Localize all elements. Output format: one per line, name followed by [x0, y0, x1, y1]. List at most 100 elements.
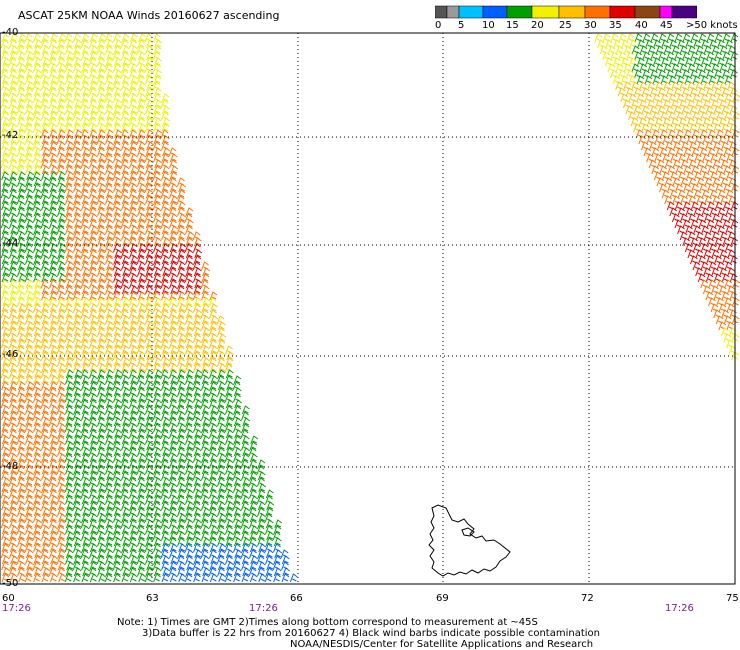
- map-title: ASCAT 25KM NOAA Winds 20160627 ascending: [18, 9, 280, 22]
- wind-barb: [257, 519, 266, 529]
- wind-barb: [162, 177, 171, 187]
- wind-barb: [17, 81, 26, 91]
- wind-barb: [202, 447, 211, 457]
- wind-barb: [90, 405, 99, 415]
- wind-barb: [241, 495, 250, 505]
- wind-barb: [154, 159, 163, 169]
- wind-barb: [137, 471, 146, 481]
- wind-barb: [178, 273, 187, 283]
- wind-barb: [81, 555, 90, 565]
- wind-barb: [34, 429, 43, 439]
- wind-barb: [145, 189, 154, 199]
- wind-barb: [10, 525, 19, 535]
- wind-barb: [106, 111, 115, 121]
- wind-barb: [57, 531, 66, 541]
- wind-barb: [57, 309, 66, 319]
- wind-barb: [145, 69, 154, 79]
- wind-barb: [146, 321, 155, 331]
- wind-barb: [57, 429, 66, 439]
- wind-barb: [2, 177, 11, 187]
- colorbar-label-40: 40: [635, 20, 648, 31]
- wind-barb: [57, 321, 66, 331]
- wind-barb: [9, 561, 18, 571]
- wind-barb: [1, 273, 10, 283]
- colorbar-label-10: 10: [482, 20, 495, 31]
- wind-barb: [209, 543, 218, 553]
- wind-barb: [17, 159, 26, 169]
- wind-barb: [130, 375, 139, 385]
- wind-barb: [34, 309, 43, 319]
- wind-barb: [177, 369, 186, 379]
- wind-barb: [73, 465, 82, 475]
- colorbar-label-45: 45: [660, 20, 673, 31]
- wind-barb: [34, 69, 43, 79]
- wind-barb: [129, 381, 138, 391]
- wind-barb: [65, 447, 74, 457]
- wind-barb: [33, 525, 42, 535]
- wind-barb: [25, 279, 34, 289]
- wind-barb: [66, 231, 75, 241]
- wind-barb: [25, 567, 34, 577]
- wind-barb: [233, 555, 242, 565]
- wind-barb: [33, 465, 42, 475]
- wind-barb: [730, 69, 738, 79]
- wind-barb: [731, 315, 740, 325]
- wind-barb: [113, 297, 122, 307]
- wind-barb: [58, 243, 67, 253]
- wind-barb: [9, 333, 18, 343]
- wind-barb: [114, 549, 123, 559]
- wind-barb: [106, 381, 115, 391]
- wind-barb: [273, 567, 282, 577]
- wind-barb: [66, 561, 75, 571]
- wind-barb: [193, 573, 201, 583]
- wind-barb: [10, 375, 19, 385]
- wind-barb: [33, 405, 42, 415]
- wind-barb: [89, 333, 98, 343]
- wind-barb: [82, 297, 91, 307]
- wind-barb: [113, 207, 122, 217]
- wind-barb: [25, 549, 34, 559]
- wind-barb: [154, 519, 163, 529]
- wind-barb: [9, 471, 18, 481]
- wind-barb: [161, 465, 170, 475]
- wind-barb: [81, 453, 90, 463]
- wind-barb: [153, 195, 162, 205]
- wind-barb: [137, 321, 146, 331]
- wind-barb: [145, 57, 154, 67]
- wind-barb: [73, 345, 82, 355]
- wind-barb: [201, 363, 210, 373]
- wind-barb: [65, 207, 74, 217]
- wind-barb: [41, 423, 50, 433]
- wind-barb: [153, 207, 162, 217]
- wind-barb: [9, 93, 18, 103]
- wind-barb: [145, 177, 154, 187]
- wind-barb: [1, 195, 10, 205]
- wind-barb: [194, 399, 203, 409]
- wind-barb: [97, 111, 106, 121]
- wind-barb: [218, 333, 227, 343]
- wind-barb: [73, 45, 82, 55]
- wind-barb: [226, 501, 235, 511]
- wind-barb: [137, 381, 146, 391]
- wind-barb: [9, 141, 18, 151]
- wind-barb: [97, 399, 106, 409]
- wind-barb: [26, 411, 35, 421]
- wind-barb: [201, 435, 210, 445]
- wind-barb: [25, 399, 34, 409]
- wind-barb: [177, 549, 186, 559]
- wind-barb: [81, 63, 90, 73]
- wind-barb: [89, 321, 98, 331]
- wind-barb: [25, 117, 34, 127]
- wind-barb: [17, 219, 26, 229]
- wind-barb: [138, 423, 147, 433]
- wind-barb: [97, 141, 106, 151]
- wind-barb: [122, 387, 131, 397]
- wind-barb: [50, 75, 59, 85]
- wind-barb: [65, 117, 74, 127]
- wind-barb: [162, 567, 171, 577]
- wind-barb: [114, 219, 123, 229]
- wind-barb: [233, 537, 242, 547]
- wind-barb: [201, 423, 210, 433]
- wind-barb: [90, 375, 99, 385]
- wind-barb: [98, 273, 107, 283]
